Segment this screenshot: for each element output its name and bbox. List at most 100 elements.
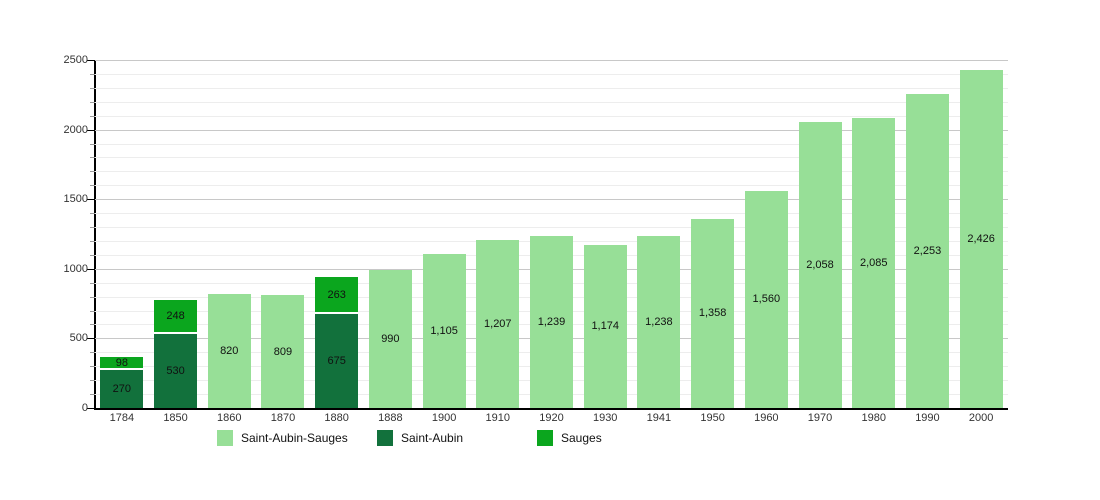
bar-segment-saint-aubin-sauges: 1,207	[476, 240, 520, 408]
x-axis-tick-label: 1920	[539, 412, 564, 424]
bar-value-label: 2,085	[859, 256, 888, 269]
x-axis-tick-label: 1860	[217, 412, 242, 424]
bar-value-label: 1,358	[698, 307, 727, 320]
major-gridline	[95, 199, 1008, 201]
y-minor-tick	[90, 282, 95, 284]
major-gridline	[95, 129, 1008, 131]
bar-segment-saint-aubin-sauges: 990	[368, 270, 412, 408]
bar-segment-saint-aubin: 675	[315, 314, 359, 408]
minor-gridline	[95, 213, 1008, 215]
bar-segment-saint-aubin-sauges: 820	[207, 293, 251, 408]
major-gridline	[95, 60, 1008, 61]
legend-label: Saint-Aubin-Sauges	[241, 431, 348, 445]
bar-segment-saint-aubin-sauges: 2,426	[959, 70, 1003, 408]
y-minor-tick	[90, 143, 95, 145]
y-minor-tick	[90, 73, 95, 75]
bar-value-label: 2,253	[913, 245, 942, 258]
bar-value-label: 270	[112, 383, 132, 396]
y-axis-tick-label: 0	[81, 402, 88, 414]
legend-item-saint-aubin-sauges: Saint-Aubin-Sauges	[217, 430, 377, 446]
y-major-tick	[87, 408, 95, 409]
minor-gridline	[95, 143, 1008, 145]
bar-segment-sauges: 248	[154, 299, 198, 335]
bar-segment-saint-aubin-sauges: 1,105	[422, 254, 466, 408]
minor-gridline	[95, 185, 1008, 187]
minor-gridline	[95, 101, 1008, 103]
y-minor-tick	[90, 296, 95, 298]
x-axis-tick-label: 1784	[109, 412, 135, 424]
y-minor-tick	[90, 254, 95, 256]
y-minor-tick	[90, 185, 95, 187]
y-axis-tick-label: 2500	[63, 54, 88, 66]
x-axis-tick-label: 2000	[968, 412, 994, 424]
y-minor-tick	[90, 227, 95, 229]
legend: Saint-Aubin-Sauges Saint-Aubin Sauges	[217, 430, 697, 446]
x-axis-tick-label: 1990	[915, 412, 940, 424]
bar-segment-sauges: 98	[100, 357, 144, 371]
bar-value-label: 2,426	[967, 233, 995, 246]
bar-segment-saint-aubin: 270	[100, 370, 144, 408]
bar-segment-sauges: 263	[315, 277, 359, 315]
minor-gridline	[95, 171, 1008, 173]
minor-gridline	[95, 157, 1008, 159]
y-minor-tick	[90, 115, 95, 117]
bar-value-label: 1,239	[537, 315, 566, 328]
y-axis-tick-label: 2000	[63, 123, 88, 136]
bar-value-label: 809	[273, 345, 293, 358]
bar-segment-saint-aubin-sauges: 1,238	[637, 235, 681, 408]
bar-segment-saint-aubin: 530	[154, 334, 198, 408]
x-axis-tick-label: 1941	[646, 412, 672, 424]
y-minor-tick	[90, 366, 95, 368]
bar-segment-saint-aubin-sauges: 1,239	[530, 235, 573, 408]
minor-gridline	[95, 73, 1008, 75]
y-major-tick	[87, 60, 95, 61]
plot-area: 0 500 1000 1500 2000 2500 270 98 1784 530 248 1850 8…	[64, 54, 1008, 424]
x-axis-tick-label: 1970	[807, 412, 833, 424]
y-major-tick	[87, 268, 95, 270]
x-axis-tick-label: 1870	[270, 412, 296, 424]
x-axis-line	[94, 408, 1008, 410]
bar-value-label: 1,105	[430, 325, 458, 338]
y-minor-tick	[90, 352, 95, 354]
x-axis-tick-label: 1930	[592, 412, 618, 424]
minor-gridline	[95, 87, 1008, 89]
minor-gridline	[95, 115, 1008, 117]
y-minor-tick	[90, 240, 95, 242]
bar-value-label: 1,207	[484, 318, 512, 330]
y-axis-tick-label: 1000	[63, 262, 88, 275]
legend-item-sauges: Sauges	[537, 430, 697, 446]
legend-item-saint-aubin: Saint-Aubin	[377, 430, 537, 446]
bar-segment-saint-aubin-sauges: 2,058	[798, 121, 842, 408]
y-minor-tick	[90, 394, 95, 396]
y-minor-tick	[90, 101, 95, 103]
y-minor-tick	[90, 157, 95, 159]
legend-label: Saint-Aubin	[401, 431, 464, 445]
y-minor-tick	[90, 213, 95, 215]
bar-value-label: 263	[327, 288, 346, 301]
y-axis-tick-label: 500	[69, 332, 88, 345]
y-axis-line	[94, 60, 96, 408]
bar-value-label: 2,058	[806, 258, 834, 271]
x-axis-tick-label: 1888	[378, 412, 403, 424]
y-major-tick	[87, 129, 95, 131]
bar-value-label: 820	[220, 344, 239, 357]
y-major-tick	[87, 338, 95, 340]
x-axis-tick-label: 1850	[163, 412, 188, 424]
minor-gridline	[95, 227, 1008, 229]
y-minor-tick	[90, 171, 95, 173]
bar-value-label: 530	[166, 365, 185, 378]
bar-value-label: 990	[381, 333, 400, 346]
y-minor-tick	[90, 380, 95, 382]
x-axis-tick-label: 1960	[754, 412, 779, 424]
x-axis-tick-label: 1950	[700, 412, 725, 424]
x-axis-tick-label: 1980	[861, 412, 886, 424]
y-minor-tick	[90, 310, 95, 312]
x-axis-tick-label: 1900	[431, 412, 457, 424]
bar-value-label: 1,174	[591, 320, 619, 333]
bar-value-label: 248	[166, 309, 185, 322]
bar-value-label: 1,238	[645, 315, 673, 328]
bar-segment-saint-aubin-sauges: 2,253	[905, 94, 949, 408]
legend-swatch-icon	[537, 430, 553, 446]
bar-segment-saint-aubin-sauges: 2,085	[852, 117, 896, 408]
